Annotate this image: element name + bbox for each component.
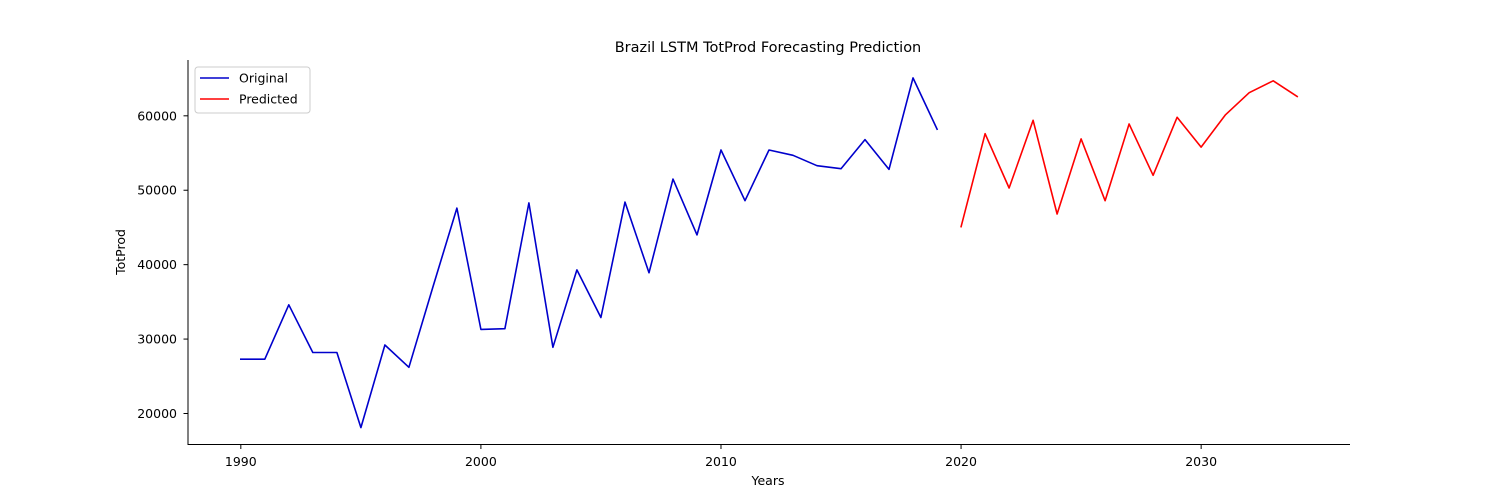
series-layer	[240, 77, 1299, 429]
legend-label-original: Original	[239, 71, 288, 86]
chart-title: Brazil LSTM TotProd Forecasting Predicti…	[615, 40, 922, 56]
x-tick-label: 2030	[1185, 454, 1217, 469]
y-ticks: 20000 30000 40000 50000 60000	[137, 108, 188, 421]
x-tick-label: 2020	[945, 454, 977, 469]
x-tick-label: 2000	[465, 454, 497, 469]
legend-label-predicted: Predicted	[239, 92, 298, 107]
x-axis-label: Years	[751, 473, 785, 488]
y-tick-label: 60000	[137, 108, 177, 123]
x-ticks: 1990 2000 2010 2020 2030	[225, 444, 1217, 469]
series-line-original	[240, 77, 939, 429]
y-tick-label: 30000	[137, 332, 177, 347]
y-tick-label: 20000	[137, 406, 177, 421]
x-tick-label: 2010	[705, 454, 737, 469]
y-tick-label: 50000	[137, 183, 177, 198]
legend: Original Predicted	[194, 66, 311, 114]
y-tick-label: 40000	[137, 257, 177, 272]
x-tick-label: 1990	[225, 454, 257, 469]
series-line-predicted	[960, 80, 1299, 228]
y-axis-label: TotProd	[113, 229, 128, 276]
